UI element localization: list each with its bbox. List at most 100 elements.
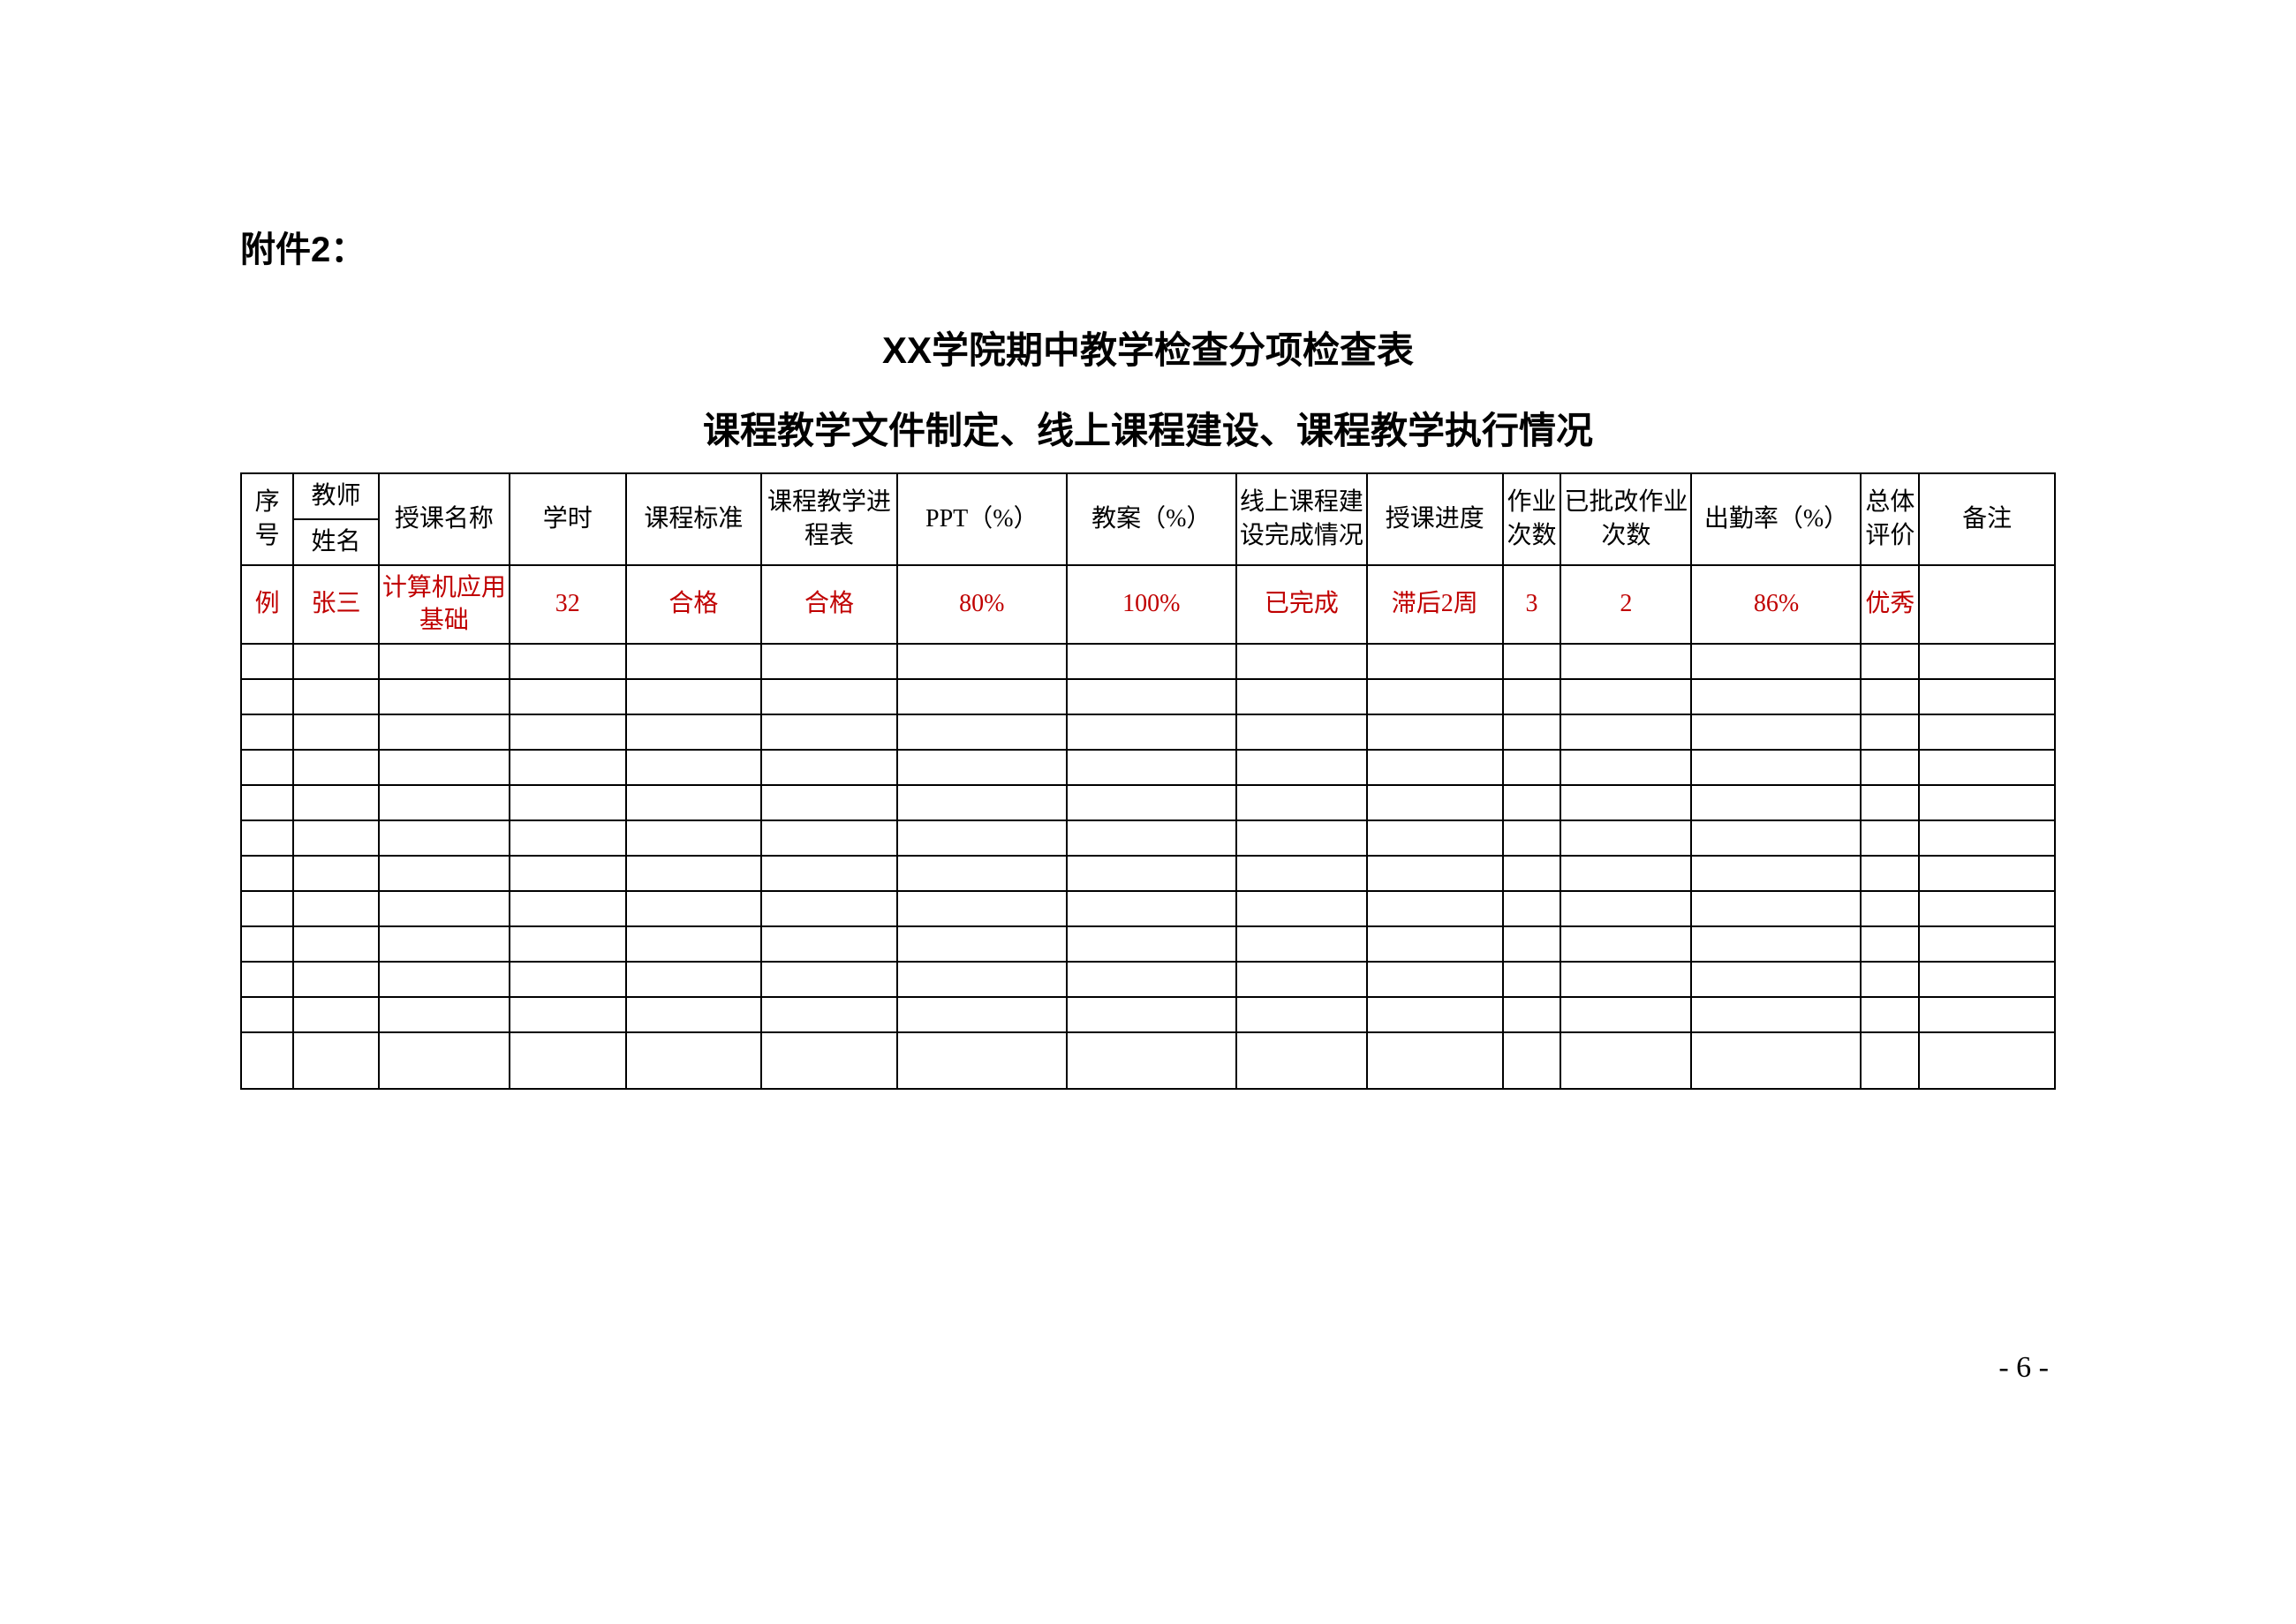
empty-cell: [1367, 750, 1503, 785]
empty-cell: [897, 750, 1067, 785]
empty-cell: [1367, 679, 1503, 714]
empty-cell: [1236, 856, 1367, 891]
empty-cell: [1236, 891, 1367, 926]
cell-notes: [1919, 565, 2055, 645]
cell-course-name: 计算机应用基础: [379, 565, 510, 645]
empty-cell: [1067, 891, 1236, 926]
empty-cell: [379, 750, 510, 785]
empty-cell: [1503, 750, 1561, 785]
empty-cell: [1691, 891, 1861, 926]
empty-cell: [1560, 820, 1691, 856]
header-notes: 备注: [1919, 473, 2055, 565]
empty-cell: [1367, 926, 1503, 962]
empty-cell: [241, 679, 293, 714]
table-row: [241, 891, 2055, 926]
header-course-name: 授课名称: [379, 473, 510, 565]
title-line-2: 课程教学文件制定、线上课程建设、课程教学执行情况: [240, 401, 2056, 455]
empty-cell: [1919, 997, 2055, 1032]
empty-cell: [293, 750, 379, 785]
header-hw-count: 作业次数: [1503, 473, 1561, 565]
empty-cell: [1503, 926, 1561, 962]
cell-seq: 例: [241, 565, 293, 645]
empty-cell: [626, 750, 762, 785]
empty-cell: [1691, 679, 1861, 714]
empty-cell: [1367, 962, 1503, 997]
page-number: - 6 -: [1998, 1351, 2049, 1385]
empty-cell: [241, 750, 293, 785]
cell-hw-graded: 2: [1560, 565, 1691, 645]
empty-cell: [1560, 856, 1691, 891]
empty-cell: [379, 997, 510, 1032]
empty-cell: [1560, 644, 1691, 679]
empty-cell: [293, 785, 379, 820]
empty-cell: [241, 997, 293, 1032]
empty-cell: [379, 644, 510, 679]
empty-cell: [626, 891, 762, 926]
header-progress: 授课进度: [1367, 473, 1503, 565]
empty-cell: [241, 644, 293, 679]
empty-cell: [897, 1032, 1067, 1089]
cell-attendance: 86%: [1691, 565, 1861, 645]
empty-cell: [1067, 997, 1236, 1032]
empty-cell: [379, 1032, 510, 1089]
empty-cell: [1503, 679, 1561, 714]
table-row: [241, 785, 2055, 820]
empty-cell: [1236, 962, 1367, 997]
empty-cell: [293, 644, 379, 679]
empty-cell: [761, 714, 897, 750]
cell-teacher-name: 张三: [293, 565, 379, 645]
empty-cell: [1236, 1032, 1367, 1089]
empty-cell: [1919, 820, 2055, 856]
empty-cell: [897, 997, 1067, 1032]
empty-cell: [761, 785, 897, 820]
empty-cell: [1067, 679, 1236, 714]
empty-cell: [1919, 785, 2055, 820]
cell-standard: 合格: [626, 565, 762, 645]
empty-cell: [1367, 891, 1503, 926]
empty-cell: [626, 714, 762, 750]
empty-cell: [1560, 997, 1691, 1032]
empty-cell: [1560, 1032, 1691, 1089]
empty-cell: [1691, 820, 1861, 856]
empty-cell: [1067, 856, 1236, 891]
table-row: [241, 820, 2055, 856]
title-line-1: XX学院期中教学检查分项检查表: [240, 321, 2056, 374]
empty-cell: [379, 856, 510, 891]
empty-cell: [1861, 926, 1919, 962]
empty-cell: [379, 820, 510, 856]
empty-cell: [1067, 785, 1236, 820]
empty-cell: [1919, 926, 2055, 962]
empty-cell: [510, 856, 626, 891]
empty-cell: [293, 962, 379, 997]
cell-evaluation: 优秀: [1861, 565, 1919, 645]
empty-cell: [897, 891, 1067, 926]
empty-cell: [1560, 714, 1691, 750]
empty-cell: [1503, 785, 1561, 820]
empty-cell: [510, 750, 626, 785]
empty-cell: [1691, 785, 1861, 820]
empty-cell: [897, 714, 1067, 750]
empty-cell: [1560, 679, 1691, 714]
empty-cell: [897, 644, 1067, 679]
empty-cell: [626, 644, 762, 679]
empty-cell: [626, 997, 762, 1032]
empty-cell: [241, 820, 293, 856]
empty-cell: [293, 856, 379, 891]
empty-cell: [1503, 820, 1561, 856]
empty-cell: [626, 820, 762, 856]
empty-cell: [293, 926, 379, 962]
empty-cell: [1067, 644, 1236, 679]
header-online-build: 线上课程建设完成情况: [1236, 473, 1367, 565]
empty-cell: [1503, 714, 1561, 750]
empty-cell: [1067, 962, 1236, 997]
empty-cell: [897, 820, 1067, 856]
empty-cell: [1691, 997, 1861, 1032]
empty-cell: [1861, 714, 1919, 750]
empty-cell: [897, 679, 1067, 714]
empty-cell: [1861, 997, 1919, 1032]
empty-cell: [626, 1032, 762, 1089]
empty-cell: [1067, 750, 1236, 785]
empty-cell: [241, 962, 293, 997]
empty-cell: [510, 820, 626, 856]
table-row: [241, 679, 2055, 714]
